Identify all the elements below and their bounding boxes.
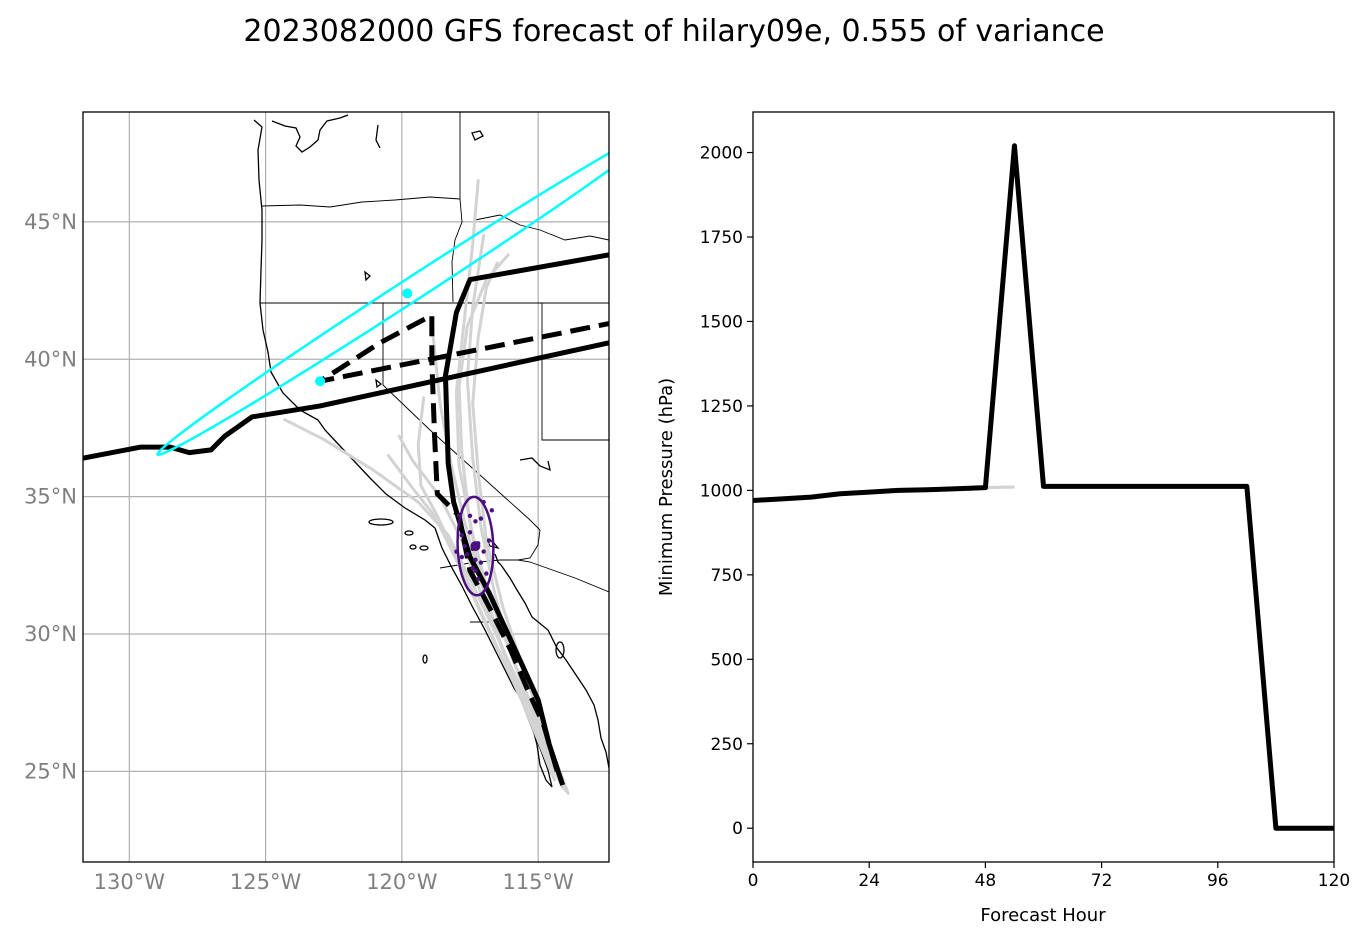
- purple-point: [473, 557, 478, 563]
- purple-point: [473, 519, 478, 524]
- purple-point: [473, 568, 478, 573]
- purple-point: [478, 560, 484, 565]
- great-salt-lake-area: [519, 457, 551, 472]
- tiburon-island: [555, 641, 565, 659]
- guadalupe-island: [422, 654, 428, 664]
- ensemble-tracks: [283, 179, 570, 795]
- solid-track: [442, 252, 609, 786]
- ensemble-track: [283, 418, 562, 784]
- pressure-main: [753, 143, 1334, 831]
- cyan-point: [402, 288, 413, 299]
- purple-point: [475, 576, 481, 582]
- map-lon-tick-label: 120°W: [366, 870, 438, 894]
- pressure-y-tick-label: 250: [711, 735, 743, 755]
- uncertainty-ellipses: [156, 125, 609, 597]
- purple-point: [484, 571, 489, 576]
- purple-point: [467, 513, 473, 519]
- lake-region: [471, 130, 484, 141]
- channel-island: [409, 544, 417, 550]
- wa-or-border: [261, 196, 461, 208]
- pressure-y-tick-label: 500: [711, 650, 743, 670]
- channel-island: [419, 545, 429, 551]
- pressure-x-tick-label: 24: [858, 871, 880, 891]
- purple-point: [481, 499, 486, 505]
- pressure-y-tick-label: 2000: [700, 144, 743, 164]
- ensemble-track: [416, 396, 551, 768]
- map-lon-tick-label: 115°W: [502, 870, 574, 894]
- channel-island: [404, 530, 414, 536]
- baja-pacific-coast: [434, 527, 553, 788]
- idaho-montana: [474, 214, 609, 241]
- arizona-west: [517, 529, 541, 561]
- idaho-west-border: [451, 198, 463, 303]
- puget-sound-coast: [271, 114, 349, 153]
- pressure-y-tick-label: 750: [711, 566, 743, 586]
- pressure-x-tick-label: 0: [748, 871, 759, 891]
- cyan-ellipse: [156, 125, 609, 457]
- map-lon-tick-label: 130°W: [94, 870, 166, 894]
- gulf-of-california-east: [500, 564, 609, 769]
- lake-region: [375, 124, 381, 149]
- pressure-frame: [752, 111, 1335, 863]
- pressure-panel: 0 24 48 72 96 120 0 250 500 750 1000 1250 1500 1750 20…: [656, 111, 1350, 926]
- cyan-point: [315, 376, 326, 387]
- pressure-y-axis-label: Minimum Pressure (hPa): [656, 378, 677, 596]
- purple-point: [470, 565, 475, 571]
- pressure-main-line: [753, 143, 1334, 831]
- pressure-x-tick-label: 96: [1207, 871, 1229, 891]
- purple-point: [467, 530, 473, 535]
- purple-point: [459, 554, 465, 560]
- pressure-x-tick-label: 120: [1318, 871, 1350, 891]
- purple-point: [459, 532, 465, 538]
- purple-center-point: [470, 541, 481, 552]
- map-frame: [82, 111, 610, 863]
- channel-island: [368, 518, 394, 526]
- us-west-coastline: [253, 119, 436, 529]
- purple-point: [465, 552, 470, 557]
- map-lat-tick-label: 30°N: [24, 622, 77, 646]
- pressure-y-tick-label: 1750: [700, 228, 743, 248]
- pressure-x-tick-label: 72: [1091, 871, 1113, 891]
- pressure-x-axis-label: Forecast Hour: [980, 905, 1106, 926]
- gulf-head: [494, 553, 502, 566]
- figure-title: 2023082000 GFS forecast of hilary09e, 0.…: [243, 14, 1104, 49]
- ensemble-track: [386, 453, 556, 782]
- map-lon-tick-label: 125°W: [230, 870, 302, 894]
- pressure-y-tick-label: 1250: [700, 397, 743, 417]
- map-lat-tick-label: 35°N: [24, 485, 77, 509]
- map-lat-tick-label: 45°N: [24, 210, 77, 234]
- lake-region: [364, 270, 371, 282]
- dashed-track: [317, 312, 609, 773]
- map-lat-tick-label: 25°N: [24, 759, 77, 783]
- pressure-y-tick-label: 0: [732, 819, 743, 839]
- main-tracks: [83, 252, 609, 786]
- ca-nv-border: [382, 303, 541, 531]
- pressure-y-tick-label: 1500: [700, 312, 743, 332]
- track-map-panel: 130°W 125°W 120°W 115°W 25°N 30°N 35°N 40°N 45°N: [24, 111, 610, 894]
- purple-point: [456, 513, 462, 519]
- purple-ellipse: [456, 495, 495, 597]
- purple-point: [462, 543, 467, 549]
- purple-point: [481, 549, 486, 554]
- nevada-east: [541, 303, 609, 441]
- lake-tahoe: [375, 378, 383, 389]
- map-grid: [83, 112, 609, 862]
- solid-track: [83, 340, 609, 461]
- purple-point: [478, 516, 484, 521]
- ensemble-track: [457, 253, 559, 779]
- purple-point: [489, 508, 495, 513]
- pressure-x-tick-label: 48: [975, 871, 997, 891]
- map-tick-labels: 130°W 125°W 120°W 115°W 25°N 30°N 35°N 40°N 45°N: [24, 210, 574, 894]
- pressure-ticks: 0 24 48 72 96 120 0 250 500 750 1000 1250 1500 1750 20…: [700, 144, 1350, 891]
- map-lat-tick-label: 40°N: [24, 347, 77, 371]
- pressure-y-tick-label: 1000: [700, 481, 743, 501]
- map-coastlines: [253, 114, 609, 788]
- purple-point: [486, 538, 492, 543]
- purple-point: [454, 549, 459, 554]
